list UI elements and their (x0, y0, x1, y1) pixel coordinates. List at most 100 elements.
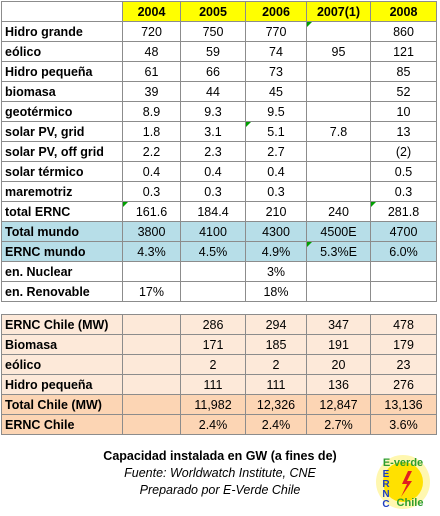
value-cell: 3.6% (370, 414, 437, 435)
value-cell: 136 (306, 374, 371, 395)
caption-prepared: Preparado por E-Verde Chile (139, 483, 301, 497)
row-label-cell: eólico (1, 354, 123, 375)
value-cell: 185 (245, 334, 307, 355)
logo-letter-e: E (383, 469, 390, 480)
value-cell: 7.8 (306, 121, 371, 142)
value-cell (306, 181, 371, 202)
value-cell: 171 (180, 334, 246, 355)
header-corner-cell (1, 1, 123, 22)
caption-source: Fuente: Worldwatch Institute, CNE (124, 466, 316, 480)
table-row: eólico 2 2 20 23 (1, 354, 437, 375)
value-cell: 179 (370, 334, 437, 355)
value-cell: 0.3 (245, 181, 307, 202)
value-cell: 4.3% (122, 241, 181, 262)
year-header-cell: 2007(1) (306, 1, 371, 22)
value-cell: 240 (306, 201, 371, 222)
value-cell (306, 141, 371, 162)
value-cell: 74 (245, 41, 307, 62)
value-cell: 0.3 (370, 181, 437, 202)
value-cell: 52 (370, 81, 437, 102)
value-cell: 9.5 (245, 101, 307, 122)
value-cell (306, 161, 371, 182)
caption-title: Capacidad instalada en GW (a fines de) (103, 449, 337, 463)
row-label-cell: solar PV, off grid (1, 141, 123, 162)
table-row: ERNC Chile 2.4% 2.4% 2.7% 3.6% (1, 414, 437, 435)
table-row: geotérmico 8.9 9.3 9.5 10 (1, 101, 437, 122)
value-cell: 0.4 (245, 161, 307, 182)
value-cell (245, 301, 307, 315)
value-cell: 48 (122, 41, 181, 62)
table-row: en. Renovable 17% 18% (1, 281, 437, 302)
value-cell: 478 (370, 314, 437, 335)
row-label-cell: Total Chile (MW) (1, 394, 123, 415)
row-label-cell: en. Renovable (1, 281, 123, 302)
value-cell: (2) (370, 141, 437, 162)
value-cell: 0.5 (370, 161, 437, 182)
row-label-cell: solar PV, grid (1, 121, 123, 142)
value-cell: 2.2 (122, 141, 181, 162)
row-label-cell: en. Nuclear (1, 261, 123, 282)
row-label-cell: Biomasa (1, 334, 123, 355)
value-cell: 281.8 (370, 201, 437, 222)
value-cell: 860 (370, 21, 437, 42)
row-label-cell: biomasa (1, 81, 123, 102)
value-cell (122, 374, 181, 395)
row-label-cell: Total mundo (1, 221, 123, 242)
table-row: en. Nuclear 3% (1, 261, 437, 282)
table-row: solar PV, grid 1.8 3.1 5.1 7.8 13 (1, 121, 437, 142)
value-cell (122, 301, 181, 315)
value-cell (180, 261, 246, 282)
value-cell: 2.4% (245, 414, 307, 435)
value-cell: 4100 (180, 221, 246, 242)
value-cell: 720 (122, 21, 181, 42)
value-cell: 23 (370, 354, 437, 375)
logo-letter-n: N (382, 489, 389, 500)
value-cell: 6.0% (370, 241, 437, 262)
value-cell (306, 81, 371, 102)
value-cell: 294 (245, 314, 307, 335)
value-cell: 12,847 (306, 394, 371, 415)
row-label-cell: ERNC mundo (1, 241, 123, 262)
value-cell: 12,326 (245, 394, 307, 415)
table-row: Hidro pequeña 111 111 136 276 (1, 374, 437, 395)
value-cell: 0.4 (180, 161, 246, 182)
table-row: ERNC mundo 4.3% 4.5% 4.9% 5.3%E 6.0% (1, 241, 437, 262)
value-cell (122, 334, 181, 355)
value-cell: 0.4 (122, 161, 181, 182)
year-header-cell: 2004 (122, 1, 181, 22)
value-cell (306, 301, 371, 315)
row-label-cell: eólico (1, 41, 123, 62)
row-label-cell: solar térmico (1, 161, 123, 182)
row-label-cell: total ERNC (1, 201, 123, 222)
value-cell: 0.3 (122, 181, 181, 202)
value-cell (122, 314, 181, 335)
value-cell: 95 (306, 41, 371, 62)
value-cell: 276 (370, 374, 437, 395)
value-cell (122, 414, 181, 435)
value-cell: 1.8 (122, 121, 181, 142)
value-cell: 3800 (122, 221, 181, 242)
value-cell: 11,982 (180, 394, 246, 415)
value-cell: 10 (370, 101, 437, 122)
e-verde-chile-logo: E-verde E R N C Chile (376, 455, 430, 510)
table-row: eólico 48 59 74 95 121 (1, 41, 437, 62)
value-cell: 2.3 (180, 141, 246, 162)
value-cell (306, 261, 371, 282)
logo-letter-r: R (382, 479, 390, 490)
value-cell: 210 (245, 201, 307, 222)
value-cell: 2.7% (306, 414, 371, 435)
value-cell: 750 (180, 21, 246, 42)
value-cell (306, 21, 371, 42)
value-cell: 13,136 (370, 394, 437, 415)
value-cell: 286 (180, 314, 246, 335)
value-cell: 121 (370, 41, 437, 62)
value-cell (180, 301, 246, 315)
value-cell (122, 394, 181, 415)
logo-text-e-verde: E-verde (383, 457, 423, 469)
value-cell: 4700 (370, 221, 437, 242)
table-row: total ERNC 161.6 184.4 210 240 281.8 (1, 201, 437, 222)
value-cell (122, 354, 181, 375)
value-cell (370, 261, 437, 282)
value-cell (180, 281, 246, 302)
value-cell (306, 281, 371, 302)
